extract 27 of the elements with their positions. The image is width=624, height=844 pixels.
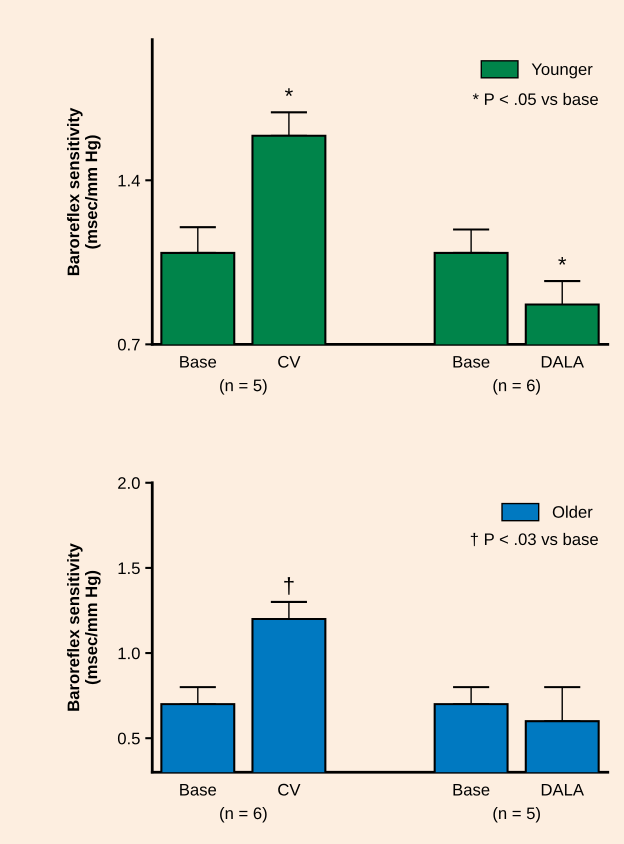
annotation: * [558, 257, 566, 265]
annotation: * [284, 88, 293, 96]
y-tick-label: 0.5 [118, 732, 140, 744]
y-tick-label: 0.7 [118, 338, 140, 351]
text: (n = 6) [493, 379, 540, 395]
x-tick-label: DALA [542, 356, 584, 368]
x-tick-label: Base [453, 784, 490, 796]
annotation: † [284, 577, 294, 595]
y-axis-title: Baroreflex sensitivity (msec/mm Hg) [67, 108, 101, 276]
x-tick-label: Base [453, 356, 490, 368]
text: (n = 6) [220, 806, 267, 823]
legend-label: Younger [532, 63, 593, 78]
legend-label: Older [552, 506, 592, 518]
y-tick-label: 1.0 [118, 647, 140, 660]
x-tick-label: Base [180, 784, 216, 796]
x-tick-label: CV [278, 784, 300, 796]
y-axis-title: Baroreflex sensitivity (msec/mm Hg) [67, 543, 101, 711]
x-tick-label: DALA [542, 784, 584, 796]
text: (n = 5) [493, 806, 540, 823]
y-tick-label: 2.0 [118, 477, 140, 489]
y-tick-label: 1.5 [118, 562, 140, 574]
x-tick-label: CV [278, 356, 300, 368]
y-tick-label: 1.4 [118, 174, 140, 186]
annotation: † P < .03 vs base [470, 532, 598, 546]
text: (n = 5) [220, 379, 267, 395]
x-tick-label: Base [180, 356, 216, 368]
annotation: * P < .05 vs base [472, 92, 598, 106]
